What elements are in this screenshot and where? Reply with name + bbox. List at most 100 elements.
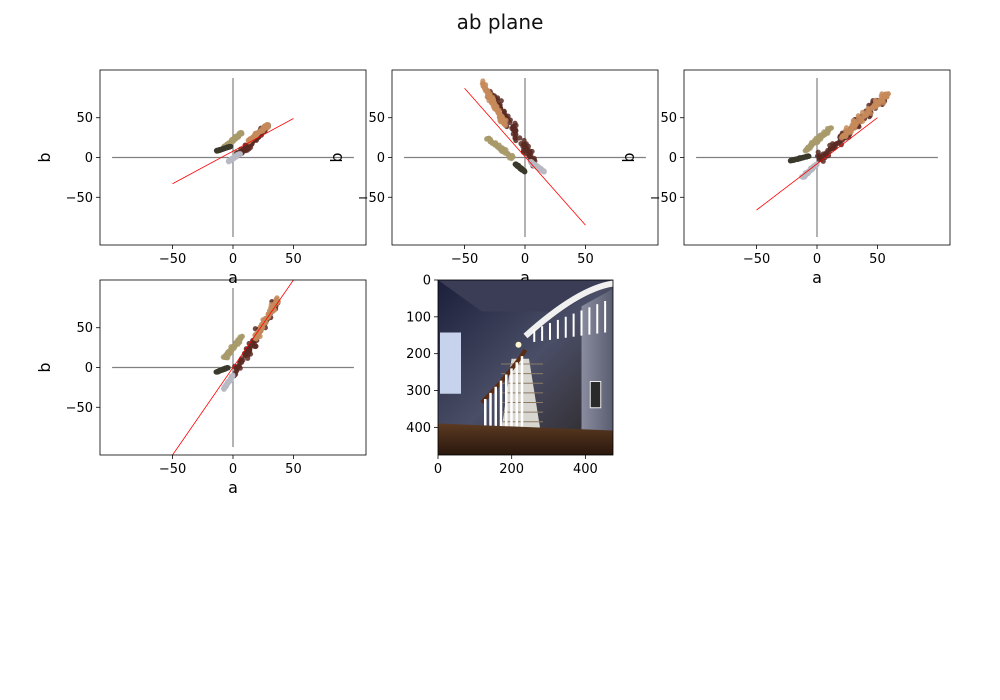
- y-tick-label: 0: [85, 151, 93, 166]
- y-axis-label: b: [35, 362, 54, 372]
- y-tick-label: 300: [406, 384, 431, 399]
- data-point: [804, 147, 810, 153]
- data-point: [872, 97, 879, 103]
- y-tick-label: 0: [669, 151, 677, 166]
- y-tick-label: 200: [406, 347, 431, 362]
- x-tick-label: 50: [577, 252, 594, 267]
- x-axis-label: a: [228, 268, 238, 287]
- point-cluster-2: [838, 91, 891, 141]
- point-cluster-3: [802, 125, 835, 154]
- plot-area: [696, 77, 938, 238]
- data-point: [238, 356, 245, 362]
- data-point: [878, 93, 884, 99]
- x-tick-label: 50: [285, 462, 302, 477]
- x-tick-label: 0: [434, 462, 442, 477]
- x-tick-label: 200: [499, 462, 524, 477]
- x-axis-label: a: [520, 268, 530, 287]
- y-tick-label: −50: [66, 401, 93, 416]
- y-tick-label: 0: [85, 361, 93, 376]
- data-point: [844, 129, 850, 135]
- data-point: [513, 137, 519, 144]
- point-cluster-5: [225, 151, 243, 165]
- x-tick-label: −50: [159, 252, 186, 267]
- x-axis-label: a: [228, 478, 238, 497]
- data-point: [237, 365, 243, 371]
- figure-suptitle: ab plane: [456, 10, 544, 34]
- data-point: [492, 142, 498, 148]
- data-point: [217, 147, 223, 153]
- fit-line: [172, 280, 294, 455]
- photo-wall-art: [589, 381, 602, 409]
- data-point: [259, 321, 265, 327]
- data-point: [501, 109, 507, 115]
- data-point: [482, 88, 489, 94]
- y-tick-label: 0: [377, 151, 385, 166]
- data-point: [486, 137, 493, 143]
- x-tick-label: 400: [573, 462, 598, 477]
- x-tick-label: 0: [521, 252, 529, 267]
- data-point: [236, 151, 242, 157]
- x-tick-label: −50: [451, 252, 478, 267]
- photo-window: [440, 332, 461, 394]
- data-point: [227, 143, 233, 150]
- data-point: [818, 156, 824, 162]
- subplot-3: −50 0 50 −50 0 50 a b: [619, 69, 951, 287]
- point-cluster-5: [221, 372, 236, 392]
- data-point: [864, 109, 870, 115]
- data-point: [487, 92, 493, 99]
- data-point: [789, 157, 796, 163]
- y-tick-label: −50: [358, 191, 385, 206]
- plot-area: [404, 77, 646, 238]
- x-tick-label: −50: [743, 252, 770, 267]
- point-cluster-2: [245, 121, 271, 145]
- data-point: [521, 168, 527, 174]
- x-tick-label: −50: [159, 462, 186, 477]
- data-point: [859, 109, 866, 115]
- fit-line: [172, 118, 294, 185]
- data-point: [797, 155, 803, 161]
- subplot-1: −50 0 50 −50 0 50 a b: [35, 69, 367, 287]
- y-axis-label: b: [35, 152, 54, 162]
- x-tick-label: 50: [285, 252, 302, 267]
- y-tick-label: −50: [66, 191, 93, 206]
- plot-area: [112, 77, 354, 238]
- x-tick-label: 0: [229, 252, 237, 267]
- point-cluster-3: [484, 135, 516, 162]
- data-point: [516, 164, 522, 170]
- data-point: [506, 153, 512, 159]
- data-point: [498, 98, 504, 104]
- data-point: [534, 164, 540, 170]
- data-point: [510, 127, 517, 133]
- y-tick-label: 100: [406, 310, 431, 325]
- data-point: [494, 107, 500, 113]
- point-cluster-4: [787, 153, 812, 164]
- point-cluster-4: [512, 161, 528, 175]
- data-point: [859, 118, 866, 124]
- data-point: [523, 150, 529, 156]
- point-cluster-3: [220, 333, 245, 361]
- data-point: [483, 82, 489, 88]
- data-point: [214, 369, 220, 375]
- photo-balcony: [523, 280, 614, 339]
- data-point: [513, 131, 519, 138]
- y-tick-label: 400: [406, 421, 431, 436]
- data-point: [880, 97, 886, 104]
- data-point: [264, 125, 270, 131]
- data-point: [254, 130, 261, 136]
- data-point: [510, 123, 516, 129]
- data-point: [522, 141, 528, 147]
- data-point: [224, 381, 230, 387]
- axes-frame: [437, 279, 614, 456]
- data-point: [218, 367, 224, 374]
- data-point: [237, 131, 243, 137]
- data-point: [236, 337, 242, 343]
- data-point: [852, 122, 858, 129]
- data-point: [269, 305, 275, 311]
- y-tick-label: 50: [76, 321, 93, 336]
- x-tick-label: 0: [229, 462, 237, 477]
- point-cluster-2: [479, 78, 509, 128]
- data-point: [499, 118, 506, 124]
- data-point: [500, 146, 506, 152]
- data-point: [872, 102, 878, 109]
